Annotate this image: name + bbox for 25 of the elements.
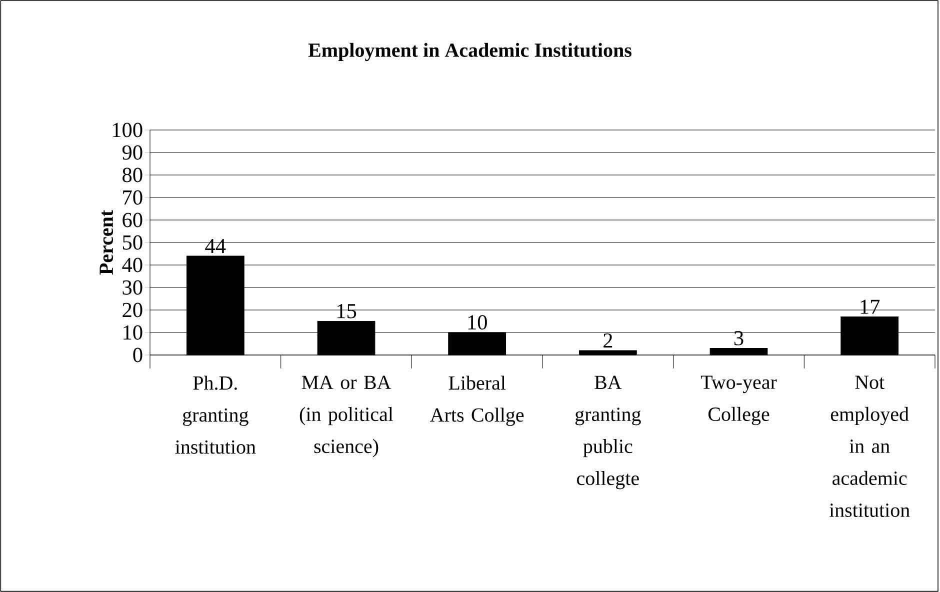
y-tick-label: 20 [122, 302, 142, 318]
data-label: 44 [205, 239, 226, 254]
x-tick-label: Ph.D. granting institution [175, 376, 256, 454]
y-axis-title: Percent [100, 210, 114, 275]
y-tick-label: 70 [123, 190, 142, 205]
y-tick-label: 60 [122, 212, 142, 228]
x-tick-label: Two-year College [700, 376, 777, 426]
chart-title: Employment in Academic Institutions [308, 42, 632, 62]
data-label: 10 [468, 315, 487, 330]
x-tick-label: MA or BA (in political science) [300, 376, 394, 458]
y-tick-label: 0 [133, 348, 142, 362]
y-tick-label: 90 [122, 145, 142, 160]
data-label: 15 [337, 304, 356, 318]
x-tick-label: BA granting public collegte [575, 376, 641, 490]
y-tick-label: 10 [124, 325, 142, 340]
x-tick-label: Liberal Arts Collge [430, 376, 524, 426]
data-label: 3 [734, 330, 744, 346]
y-tick-label: 80 [122, 168, 142, 182]
data-label: 2 [604, 333, 612, 348]
data-label: 17 [860, 300, 880, 314]
x-tick-label: Not employed in an academic institution [829, 376, 910, 517]
y-tick-label: 30 [122, 280, 142, 295]
y-tick-label: 50 [122, 235, 142, 250]
y-tick-label: 100 [112, 122, 142, 138]
y-tick-label: 40 [122, 258, 142, 272]
